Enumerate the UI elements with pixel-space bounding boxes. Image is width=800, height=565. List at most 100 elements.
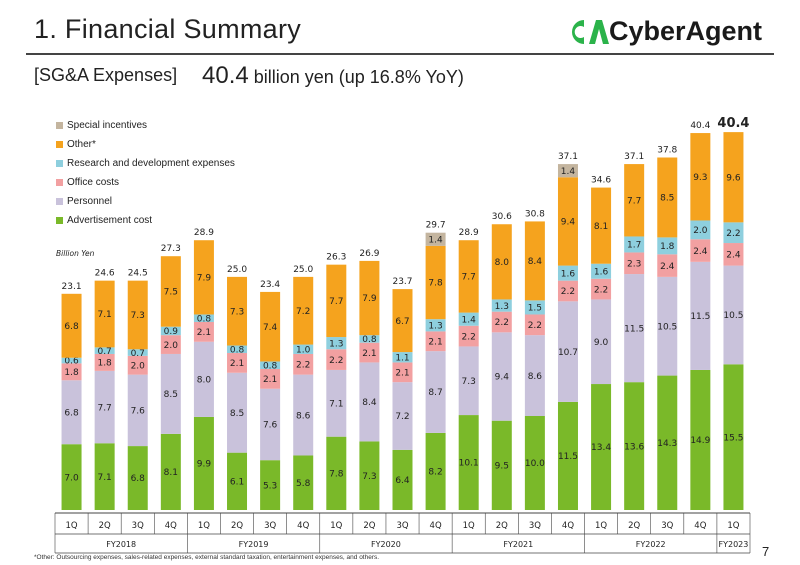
bar-advertisement-16 — [591, 384, 612, 510]
bar-personnel-10 — [392, 382, 413, 450]
value-label-office-15: 2.2 — [561, 287, 575, 297]
value-label-advertisement-15: 11.5 — [558, 452, 578, 462]
value-label-rnd-2: 0.7 — [131, 349, 145, 359]
value-label-advertisement-5: 6.1 — [230, 478, 244, 488]
bar-rnd-17 — [624, 236, 645, 253]
value-label-personnel-3: 8.5 — [164, 390, 178, 400]
total-label-3: 27.3 — [161, 244, 181, 254]
footnote: *Other: Outsourcing expenses, sales-rela… — [34, 554, 380, 561]
total-label-2: 24.5 — [128, 269, 148, 279]
bar-other-14 — [524, 221, 545, 301]
bar-advertisement-11 — [425, 432, 446, 510]
value-label-other-15: 9.4 — [561, 218, 576, 228]
x-tick-label-10: 3Q — [396, 521, 408, 531]
bar-rnd-18 — [657, 237, 678, 255]
x-tick-label-14: 3Q — [529, 521, 541, 531]
value-label-rnd-19: 2.0 — [693, 226, 708, 236]
value-label-office-13: 2.2 — [495, 318, 509, 328]
bar-advertisement-18 — [657, 375, 678, 510]
value-label-personnel-5: 8.5 — [230, 409, 244, 419]
bar-office-9 — [359, 342, 380, 363]
x-tick-label-19: 4Q — [694, 521, 706, 531]
bar-advertisement-14 — [524, 416, 545, 510]
bar-office-20 — [723, 243, 744, 266]
bar-rnd-0 — [61, 357, 82, 364]
bar-office-19 — [690, 239, 711, 262]
bar-personnel-15 — [557, 301, 578, 402]
value-label-personnel-7: 8.6 — [296, 411, 311, 421]
title-divider — [26, 53, 774, 55]
total-label-16: 34.6 — [591, 176, 611, 186]
bar-advertisement-2 — [127, 446, 148, 510]
bar-advertisement-10 — [392, 449, 413, 510]
value-label-advertisement-1: 7.1 — [97, 473, 111, 483]
bar-rnd-13 — [491, 299, 512, 312]
bar-rnd-20 — [723, 222, 744, 244]
bar-rnd-16 — [591, 263, 612, 279]
x-tick-label-0: 1Q — [65, 521, 77, 531]
value-label-rnd-17: 1.7 — [627, 241, 641, 251]
page-number: 7 — [762, 544, 770, 559]
value-label-advertisement-0: 7.0 — [64, 473, 79, 483]
bar-personnel-2 — [127, 374, 148, 447]
legend-label-personnel: Personnel — [67, 196, 113, 207]
x-tick-label-20: 1Q — [727, 521, 739, 531]
bar-rnd-7 — [293, 344, 314, 354]
bar-advertisement-3 — [160, 433, 181, 510]
bar-other-19 — [690, 133, 711, 221]
legend-item-rnd: Research and development expenses — [56, 154, 235, 173]
legend-item-special: Special incentives — [56, 116, 235, 135]
x-tick-label-9: 2Q — [363, 521, 375, 531]
value-label-rnd-8: 1.3 — [329, 339, 343, 349]
logo-mark-icon — [572, 20, 609, 44]
x-tick-label-11: 4Q — [430, 521, 442, 531]
value-label-office-2: 2.0 — [131, 361, 146, 371]
value-label-rnd-10: 1.1 — [395, 353, 409, 363]
value-label-rnd-1: 0.7 — [97, 347, 111, 357]
x-tick-label-8: 1Q — [330, 521, 342, 531]
value-label-personnel-10: 7.2 — [395, 412, 409, 422]
legend-item-other: Other* — [56, 135, 235, 154]
value-label-office-11: 2.1 — [428, 337, 442, 347]
fy-label-5: FY2023 — [719, 540, 749, 549]
bar-office-16 — [591, 278, 612, 300]
value-label-office-4: 2.1 — [197, 328, 211, 338]
total-label-19: 40.4 — [690, 121, 710, 131]
bar-office-10 — [392, 362, 413, 383]
bar-other-2 — [127, 280, 148, 350]
fy-label-0: FY2018 — [106, 540, 136, 549]
value-label-advertisement-4: 9.9 — [197, 460, 212, 470]
bar-rnd-19 — [690, 220, 711, 240]
legend-label-other: Other* — [67, 139, 96, 150]
value-label-other-12: 7.7 — [462, 273, 476, 283]
legend-label-special: Special incentives — [67, 120, 148, 131]
value-label-advertisement-2: 6.8 — [131, 474, 146, 484]
value-label-other-2: 7.3 — [131, 311, 145, 321]
bar-other-3 — [160, 256, 181, 327]
logo-text: CyberAgent — [609, 16, 763, 46]
value-label-personnel-15: 10.7 — [558, 348, 578, 358]
x-tick-label-12: 1Q — [463, 521, 475, 531]
bar-other-10 — [392, 289, 413, 353]
bar-other-15 — [557, 177, 578, 266]
x-tick-label-17: 2Q — [628, 521, 640, 531]
fy-label-1: FY2019 — [239, 540, 269, 549]
total-label-15: 37.1 — [558, 152, 578, 162]
value-label-rnd-13: 1.3 — [495, 302, 509, 312]
value-label-other-1: 7.1 — [97, 310, 111, 320]
value-label-other-14: 8.4 — [528, 257, 543, 267]
value-label-rnd-16: 1.6 — [594, 267, 609, 277]
x-tick-label-7: 4Q — [297, 521, 309, 531]
value-label-office-7: 2.2 — [296, 361, 310, 371]
cyberagent-logo: CyberAgent — [565, 14, 770, 50]
legend-swatch-special — [56, 122, 63, 129]
value-label-rnd-3: 0.9 — [164, 327, 179, 337]
total-label-13: 30.6 — [492, 212, 512, 222]
value-label-office-6: 2.1 — [263, 375, 277, 385]
value-label-rnd-15: 1.6 — [561, 269, 576, 279]
x-tick-label-6: 3Q — [264, 521, 276, 531]
bar-office-14 — [524, 314, 545, 336]
headline-figure: 40.4 billion yen (up 16.8% YoY) — [202, 62, 464, 90]
value-label-other-6: 7.4 — [263, 323, 278, 333]
value-label-special-11: 1.4 — [428, 235, 443, 245]
